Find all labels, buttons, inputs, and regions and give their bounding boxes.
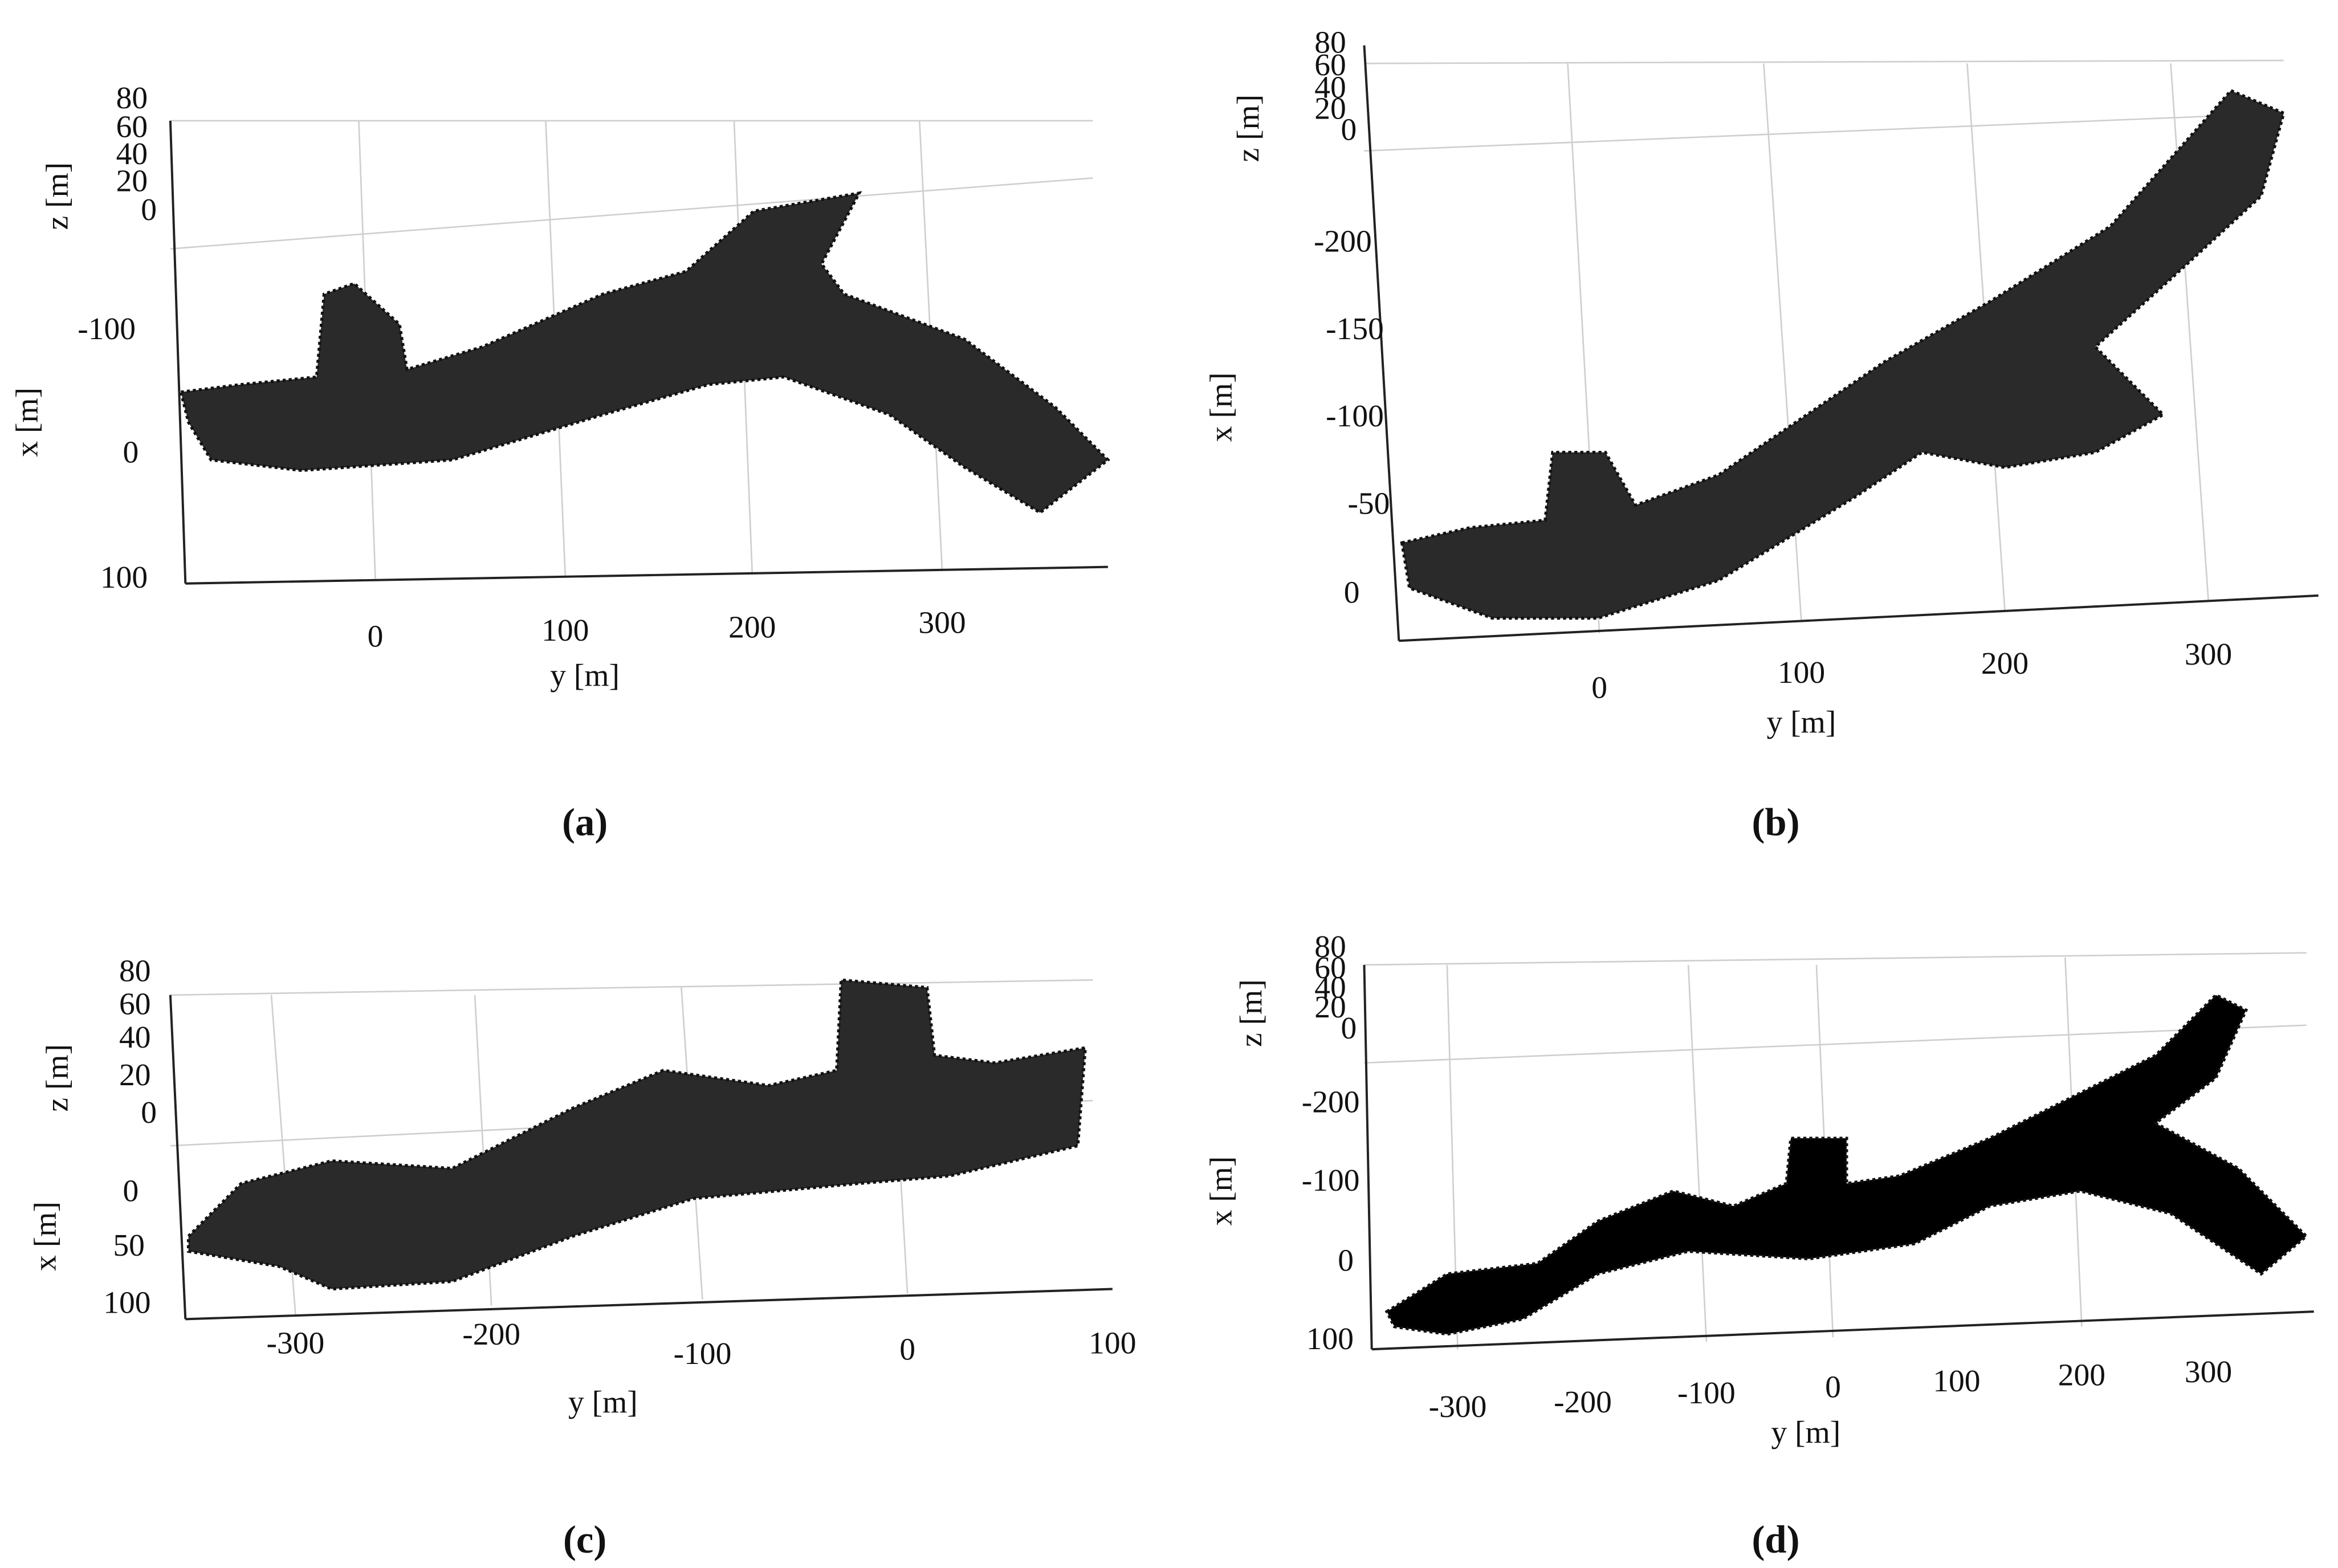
x-tick-label: 0 <box>1338 1243 1354 1278</box>
x-tick-label: -200 <box>1302 1085 1360 1120</box>
y-tick-label: 100 <box>1089 1326 1136 1361</box>
point-cloud <box>179 191 1110 515</box>
x-axis-label: x [m] <box>28 1202 63 1271</box>
z-tick-label: 20 <box>119 1058 151 1093</box>
z-tick-label: 0 <box>141 193 157 227</box>
y-tick-label: -200 <box>462 1317 520 1352</box>
z-tick-label: 40 <box>116 137 148 172</box>
x-tick-label: 0 <box>1344 576 1360 610</box>
y-tick-label: 0 <box>1825 1370 1841 1404</box>
x-tick-label: 0 <box>123 1174 139 1209</box>
z-tick-label: 60 <box>1314 951 1346 985</box>
x-tick-label: 50 <box>113 1228 145 1263</box>
x-axis-label: x [m] <box>1204 1156 1239 1226</box>
y-tick-label: 100 <box>1778 655 1825 690</box>
x-tick-label: -100 <box>78 312 136 347</box>
subfigure-label: (d) <box>1752 1518 1799 1561</box>
x-axis-label: x [m] <box>10 388 45 457</box>
y-axis-label: y [m] <box>550 658 620 693</box>
point-clouds <box>179 88 2309 1336</box>
z-tick-label: 60 <box>116 109 148 144</box>
point-cloud <box>1384 993 2309 1336</box>
subfigure-label: (a) <box>562 800 608 844</box>
z-axis-label: z [m] <box>1234 979 1269 1047</box>
z-tick-label: 80 <box>119 954 151 988</box>
y-tick-label: 0 <box>899 1332 915 1367</box>
z-tick-label: 0 <box>141 1095 157 1130</box>
y-tick-label: 200 <box>2058 1358 2105 1392</box>
x-tick-label: 100 <box>103 1285 150 1320</box>
y-tick-label: -300 <box>266 1326 324 1361</box>
y-tick-label: 300 <box>2185 637 2232 672</box>
z-axis-label: z [m] <box>1231 95 1266 162</box>
z-tick-label: 60 <box>119 987 151 1022</box>
z-tick-label: 60 <box>1314 48 1346 83</box>
y-tick-label: 300 <box>2185 1355 2232 1390</box>
y-tick-label: 100 <box>541 613 589 648</box>
y-tick-label: 100 <box>1933 1364 1980 1399</box>
y-axis-label: y [m] <box>1767 705 1836 740</box>
subfigure-label: (b) <box>1752 800 1799 844</box>
y-tick-label: -300 <box>1429 1390 1487 1424</box>
z-tick-label: 40 <box>119 1020 151 1055</box>
z-axis-label: z [m] <box>40 162 75 230</box>
z-tick-label: 40 <box>1314 971 1346 1005</box>
z-tick-label: 80 <box>1314 25 1346 60</box>
y-axis-label: y [m] <box>568 1385 638 1420</box>
y-tick-label: 0 <box>368 619 384 654</box>
y-tick-label: -200 <box>1554 1385 1612 1420</box>
x-tick-label: 100 <box>100 560 148 595</box>
z-tick-label: 20 <box>1314 92 1346 127</box>
y-tick-label: 0 <box>1591 670 1607 705</box>
x-tick-label: -50 <box>1347 487 1390 522</box>
x-tick-label: -100 <box>1302 1163 1360 1198</box>
z-tick-label: 40 <box>1314 71 1346 105</box>
z-tick-label: 80 <box>116 81 148 116</box>
x-axis-label: x [m] <box>1204 372 1239 442</box>
y-tick-label: -100 <box>1677 1376 1736 1411</box>
point-cloud <box>1400 88 2286 620</box>
subfigure-label: (c) <box>563 1518 606 1561</box>
x-tick-label: -200 <box>1314 224 1372 259</box>
z-tick-label: 20 <box>1314 990 1346 1025</box>
y-tick-label: 200 <box>1981 646 2029 681</box>
y-axis-label: y [m] <box>1771 1415 1841 1450</box>
point-cloud <box>186 978 1087 1291</box>
z-tick-label: 20 <box>116 164 148 199</box>
y-tick-label: -100 <box>674 1337 732 1371</box>
x-tick-label: -150 <box>1326 312 1384 347</box>
x-tick-label: 0 <box>123 435 139 470</box>
x-tick-label: 100 <box>1306 1322 1354 1357</box>
z-tick-label: 0 <box>1341 113 1357 148</box>
y-tick-label: 300 <box>918 606 966 641</box>
z-tick-label: 80 <box>1314 930 1346 964</box>
z-tick-label: 0 <box>1341 1011 1357 1046</box>
y-tick-label: 200 <box>728 610 776 645</box>
x-tick-label: -100 <box>1326 399 1384 434</box>
axis-frame <box>169 45 2319 1351</box>
z-axis-label: z [m] <box>40 1044 75 1112</box>
